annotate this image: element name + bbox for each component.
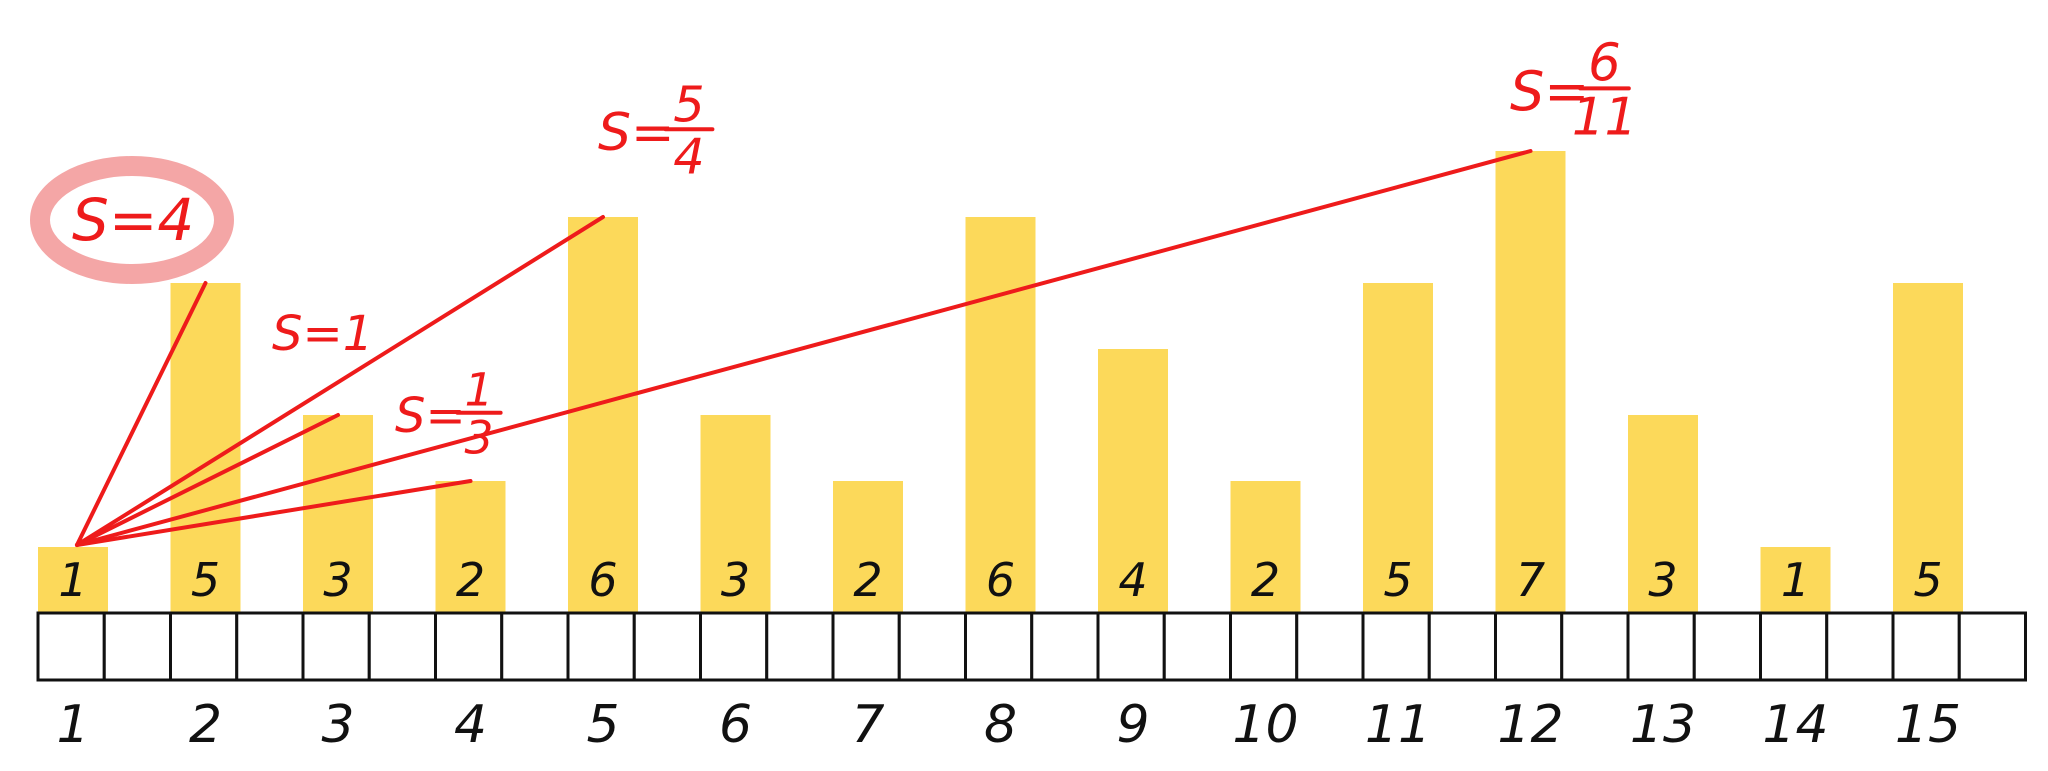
slope-label-12: S=611 [1510, 33, 1637, 147]
index-cell [301, 611, 371, 682]
bar-15 [1893, 283, 1963, 613]
index-cell [1162, 611, 1232, 682]
index-cell [566, 611, 636, 682]
slope-label-denominator: 4 [673, 127, 704, 185]
index-label-12: 12 [1497, 695, 1563, 755]
index-cell [897, 611, 967, 682]
index-cell [1030, 611, 1100, 682]
slope-label-prefix: S= [1510, 60, 1590, 123]
bar-value-6: 3 [721, 553, 750, 607]
slope-label-2: S=4 [72, 186, 194, 254]
index-label-6: 6 [719, 695, 752, 755]
slope-label-prefix: S= [395, 388, 466, 444]
bar-3 [303, 415, 373, 613]
index-cell [235, 611, 305, 682]
bar-9 [1098, 349, 1168, 613]
slope-line-to-5 [75, 215, 605, 547]
index-cell [1295, 611, 1365, 682]
index-cell [102, 611, 172, 682]
bar-value-5: 6 [588, 553, 617, 607]
index-cell [434, 611, 504, 682]
index-label-8: 8 [984, 695, 1017, 755]
slope-label-4: S=13 [395, 364, 503, 465]
bar-4 [435, 481, 506, 613]
index-label-2: 2 [189, 695, 222, 755]
index-cell [1494, 611, 1564, 682]
slope-labels: S=4S=1S=13S=54S=611 [30, 33, 1637, 465]
index-cell [500, 611, 570, 682]
bar-1 [38, 547, 108, 613]
slope-label-numerator: 1 [464, 364, 493, 417]
bar-value-10: 2 [1251, 553, 1280, 607]
bar-11 [1363, 283, 1433, 613]
index-cell [1427, 611, 1497, 682]
index-label-14: 14 [1762, 695, 1828, 755]
index-cell [1825, 611, 1895, 682]
index-cell [964, 611, 1034, 682]
bar-value-12: 7 [1516, 553, 1545, 607]
bar-value-13: 3 [1648, 553, 1677, 607]
index-cell [1759, 611, 1829, 682]
index-cell [831, 611, 901, 682]
index-label-13: 13 [1630, 695, 1696, 755]
bar-12 [1495, 151, 1566, 613]
bar-value-4: 2 [456, 553, 485, 607]
index-cell [1692, 611, 1762, 682]
slope-label-denominator: 11 [1572, 87, 1637, 147]
index-cell [1957, 611, 2027, 682]
index-cell [1626, 611, 1696, 682]
bar-value-14: 1 [1781, 553, 1810, 607]
slope-label-numerator: 6 [1588, 33, 1621, 93]
bar-value-9: 4 [1118, 553, 1147, 607]
bar-7 [833, 481, 903, 613]
index-label-11: 11 [1365, 695, 1431, 755]
slope-label-numerator: 5 [673, 75, 704, 133]
bar-13 [1628, 415, 1698, 613]
bar-6 [700, 415, 771, 613]
bar-8 [965, 217, 1036, 613]
index-cells: 1 2 3 4 5 6 7 8 9 10 11 12 13 14 15 [36, 611, 2027, 755]
slope-line-to-3 [75, 413, 340, 547]
index-label-7: 7 [851, 695, 884, 755]
bar-10 [1230, 481, 1301, 613]
index-cell [1361, 611, 1431, 682]
slope-label-denominator: 3 [464, 412, 493, 465]
bar-5 [568, 217, 638, 613]
index-cell [1560, 611, 1630, 682]
slope-label-3: S=1 [272, 306, 373, 362]
index-label-3: 3 [321, 695, 354, 755]
index-cell [1891, 611, 1961, 682]
slope-line-to-2 [75, 281, 208, 547]
index-label-9: 9 [1116, 695, 1149, 755]
bar-value-8: 6 [986, 553, 1015, 607]
index-cell [367, 611, 437, 682]
slope-line-to-12 [75, 149, 1533, 547]
bar-value-15: 5 [1913, 553, 1942, 607]
bar-14 [1760, 547, 1831, 613]
index-label-4: 4 [454, 695, 487, 755]
bar-value-11: 5 [1383, 553, 1412, 607]
index-cell [699, 611, 769, 682]
bar-value-2: 5 [191, 553, 220, 607]
index-label-15: 15 [1895, 695, 1961, 755]
index-cell [1229, 611, 1299, 682]
highlight-circle [30, 156, 234, 284]
index-cell [169, 611, 239, 682]
slope-line-to-4 [75, 479, 473, 547]
slope-label-prefix: S= [598, 103, 675, 163]
index-cell [1096, 611, 1166, 682]
bar-value-3: 3 [323, 553, 352, 607]
index-label-1: 1 [56, 695, 89, 755]
index-cell [765, 611, 835, 682]
index-label-5: 5 [586, 695, 619, 755]
bar-value-1: 1 [58, 553, 87, 607]
slope-lines [75, 149, 1533, 547]
index-label-10: 10 [1232, 695, 1298, 755]
slope-label-5: S=54 [598, 75, 715, 185]
index-cell [36, 611, 106, 682]
bar-value-7: 2 [853, 553, 882, 607]
index-cell [632, 611, 702, 682]
